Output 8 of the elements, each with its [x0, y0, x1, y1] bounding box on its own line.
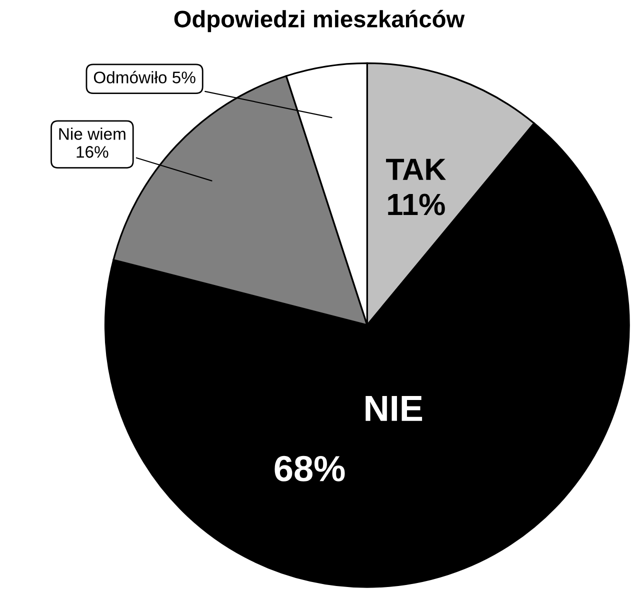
slice-label: Nie wiem	[59, 128, 126, 140]
slice-label: NIE	[366, 396, 422, 421]
data-label: 68%	[274, 456, 345, 482]
chart-title: Odpowiedzi mieszkańców	[174, 10, 465, 32]
slice-label: TAK	[386, 158, 446, 180]
data-label: 11%	[388, 194, 445, 216]
data-label: 16%	[76, 146, 108, 158]
slice-label: Odmówiło 5%	[94, 70, 196, 84]
